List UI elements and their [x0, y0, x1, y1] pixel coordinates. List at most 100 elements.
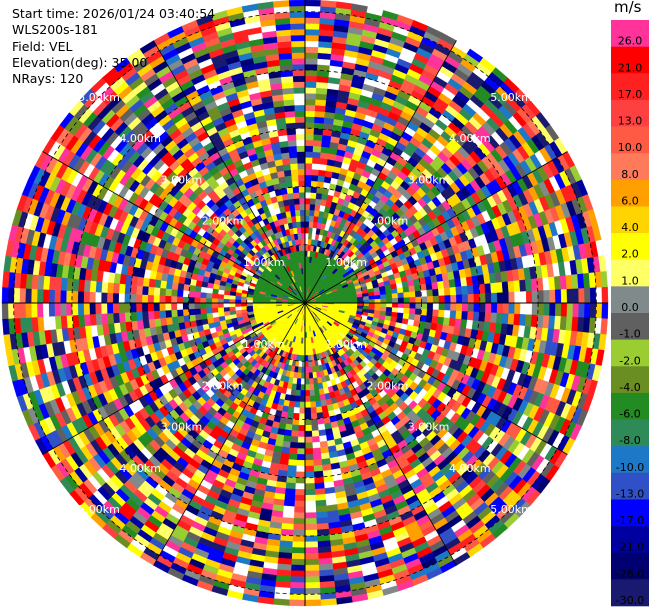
velocity-gate: [223, 306, 230, 312]
velocity-gate: [311, 174, 319, 182]
velocity-gate: [124, 293, 131, 304]
velocity-gate: [112, 302, 119, 314]
velocity-gate: [188, 314, 196, 322]
velocity-gate: [304, 477, 315, 484]
velocity-gate: [299, 395, 306, 403]
velocity-gate: [194, 291, 201, 298]
velocity-gate: [456, 294, 463, 304]
velocity-gate: [501, 313, 509, 325]
velocity-gate: [223, 298, 230, 304]
velocity-gate: [572, 288, 580, 304]
velocity-gate: [176, 289, 184, 297]
velocity-gate: [304, 139, 314, 147]
velocity-gate: [318, 169, 327, 177]
velocity-gate: [177, 282, 185, 291]
velocity-gate: [312, 441, 321, 449]
velocity-gate: [307, 360, 312, 368]
velocity-gate: [124, 311, 132, 323]
velocity-gate: [293, 506, 306, 513]
velocity-gate: [315, 93, 328, 101]
velocity-gate: [438, 295, 446, 304]
velocity-gate: [293, 512, 306, 519]
velocity-gate: [496, 292, 504, 304]
velocity-gate: [304, 558, 319, 566]
velocity-gate: [485, 293, 492, 304]
velocity-gate: [304, 0, 322, 7]
velocity-gate: [431, 316, 439, 325]
velocity-gate: [101, 281, 109, 293]
velocity-gate: [295, 483, 306, 490]
velocity-gate: [71, 302, 79, 316]
velocity-gate: [600, 318, 608, 335]
velocity-gate: [211, 307, 219, 313]
velocity-gate: [600, 271, 608, 288]
velocity-gate: [281, 522, 294, 531]
velocity-gate: [490, 312, 498, 324]
velocity-gate: [304, 535, 318, 543]
velocity-gate: [200, 307, 207, 315]
velocity-gate: [304, 75, 318, 83]
velocity-gate: [304, 63, 318, 71]
velocity-gate: [304, 145, 314, 152]
velocity-gate: [118, 302, 125, 313]
velocity-gate: [287, 465, 297, 472]
velocity-gate: [397, 302, 405, 309]
velocity-gate: [293, 407, 300, 414]
velocity-gate: [456, 302, 463, 312]
velocity-gate: [443, 310, 451, 319]
velocity-gate: [304, 157, 313, 164]
velocity-gate: [282, 511, 295, 519]
velocity-gate: [307, 349, 311, 356]
velocity-gate: [136, 311, 143, 321]
velocity-gate: [205, 297, 213, 304]
velocity-gate: [2, 271, 10, 288]
velocity-gate: [392, 297, 399, 304]
velocity-gate: [314, 494, 326, 502]
velocity-gate: [318, 429, 327, 437]
velocity-gate: [299, 390, 306, 397]
velocity-gate: [450, 302, 457, 312]
velocity-gate: [589, 302, 597, 319]
velocity-gate: [507, 313, 515, 326]
velocity-gate: [317, 423, 326, 431]
velocity-gate: [425, 315, 433, 324]
velocity-gate: [374, 302, 381, 308]
velocity-gate: [403, 291, 410, 299]
velocity-gate: [36, 302, 44, 318]
velocity-gate: [385, 307, 393, 313]
velocity-gate: [211, 297, 218, 304]
velocity-gate: [36, 288, 44, 304]
velocity-gate: [443, 287, 451, 296]
velocity-gate: [304, 553, 319, 560]
velocity-gate: [543, 302, 550, 317]
velocity-gate: [312, 453, 322, 461]
velocity-gate: [312, 151, 322, 159]
velocity-gate: [77, 302, 85, 316]
velocity-gate: [311, 430, 320, 438]
velocity-gate: [294, 494, 306, 502]
velocity-gate: [444, 302, 451, 311]
velocity-gate: [314, 482, 325, 490]
velocity-gate: [7, 287, 15, 304]
velocity-gate: [304, 104, 316, 112]
velocity-gate: [297, 430, 306, 438]
velocity-gate: [240, 302, 248, 307]
velocity-gate: [320, 598, 337, 606]
velocity-gate: [524, 279, 533, 292]
velocity-gate: [304, 98, 316, 106]
velocity-gate: [83, 314, 91, 327]
velocity-gate: [479, 302, 486, 313]
velocity-gate: [304, 23, 320, 30]
velocity-gate: [380, 294, 387, 300]
velocity-gate: [30, 302, 38, 318]
velocity-gate: [106, 282, 114, 294]
velocity-gate: [310, 192, 317, 199]
velocity-gate: [194, 313, 202, 321]
velocity-gate: [304, 11, 321, 19]
velocity-gate: [141, 311, 149, 321]
velocity-gate: [304, 5, 321, 13]
velocity-gate: [519, 314, 527, 327]
velocity-gate: [289, 593, 306, 601]
velocity-gate: [490, 282, 498, 294]
velocity-gate: [396, 287, 404, 294]
